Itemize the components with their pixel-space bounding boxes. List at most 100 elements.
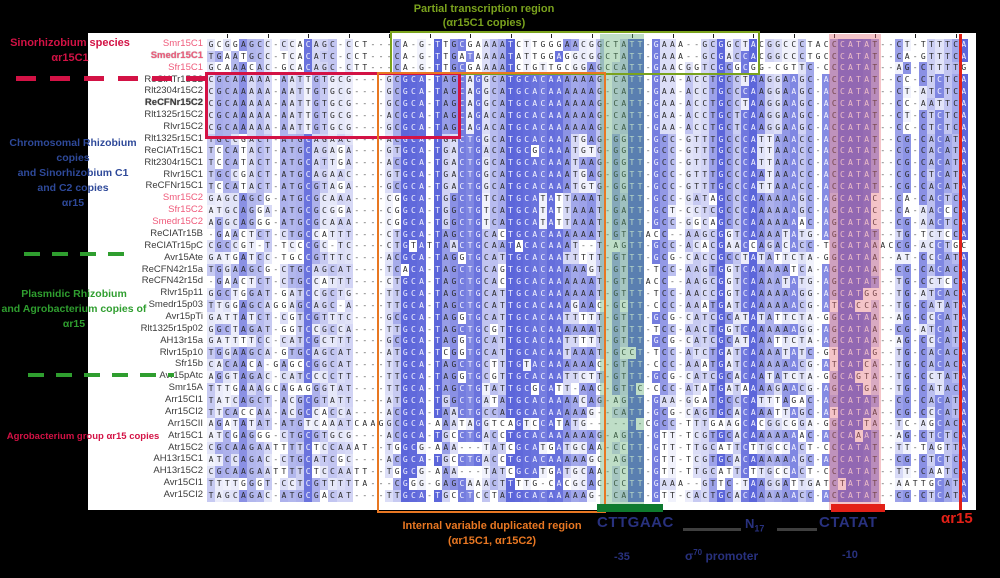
sequence-label: ReCFNr15C1: [145, 180, 203, 192]
green-dashed-line-bottom: [28, 373, 174, 377]
spacer-dash-right: [777, 528, 817, 531]
sequence-label: ReCIATr15pC: [144, 239, 203, 251]
sequence-label: Rlvr15C1: [163, 168, 203, 180]
ruler-tick: [672, 33, 674, 38]
note-line: αr15: [61, 197, 85, 209]
sequence-label: Smr15C2: [162, 192, 203, 204]
sigma70-promoter-label: σ70 promoter: [685, 548, 759, 563]
note-line: Partial transcription region: [413, 3, 555, 15]
ruler-tick: [834, 33, 836, 38]
red-dashed-line: [16, 76, 206, 81]
sequence-label: Sfr15b: [175, 358, 203, 370]
note-agrobacterium-copies: Agrobacterium group αr15 copies: [2, 430, 164, 443]
note-duplicated-region: Internal variable duplicated region (αr15…: [386, 519, 598, 549]
ruler-tick: [753, 33, 755, 38]
spacer-dash-left: [683, 528, 741, 531]
ruler-tick: [308, 33, 310, 38]
note-line: Sinorhizobium species: [10, 37, 130, 49]
ruler-tick: [510, 33, 512, 38]
green-dashed-line-top: [24, 252, 132, 256]
sequence-label: Avr15CI2: [163, 489, 203, 501]
sequence-label: ReCFNr15C2: [144, 97, 203, 109]
sequence-label: AH13r15a: [160, 334, 203, 346]
sequence-label: Rlt2304r15C2: [144, 85, 203, 97]
ruler-tick: [632, 33, 634, 38]
transcription-start-line: [959, 34, 962, 510]
note-line: (αr15C1 copies): [442, 17, 526, 29]
sequence-label: Avr15pAtc: [159, 370, 203, 382]
sequence-label: Arr15CI2: [164, 405, 203, 417]
ar15-start-label: αr15: [941, 510, 973, 527]
ruler-tick: [874, 33, 876, 38]
note-sinorhizobium-group: Sinorhizobium species αr15C1: [4, 36, 136, 66]
sequence-label: Atr15C1: [168, 429, 203, 441]
ruler-tick: [712, 33, 714, 38]
sequence-label: Arr15CII: [167, 417, 203, 429]
ruler-tick: [915, 33, 917, 38]
sequence-label: ReCFN42r15d: [141, 275, 203, 287]
minus35-label: -35: [614, 551, 630, 563]
sequence-label: Avr15Ate: [164, 251, 203, 263]
sequence-label: Rlt1325r15C2: [144, 109, 203, 121]
sequence-label: AH13r15C1: [153, 453, 203, 465]
note-line: (αr15C1, αr15C2): [447, 535, 537, 547]
note-line: Agrobacterium group αr15 copies: [6, 431, 160, 442]
spacer-n17: N17: [745, 516, 765, 534]
ruler-tick: [793, 33, 795, 38]
sequence-label: Smr15C1: [162, 38, 203, 49]
minus35-underline-bar: [597, 504, 663, 512]
note-line: αr15C1: [51, 52, 89, 64]
sequence-label: Smedr15C2: [152, 216, 203, 228]
ruler-tick: [389, 33, 391, 38]
ruler-tick: [348, 33, 350, 38]
sequence-label: Arr15CI1: [164, 394, 203, 406]
note-line: αr15: [62, 318, 86, 330]
sequence-label: ReCIATr15C1: [144, 144, 203, 156]
sequence-label: Smr15A: [168, 382, 203, 394]
note-chromosomal-copies: Chromosomal Rhizobium copies and Sinorhiz…: [0, 136, 146, 211]
sequence-label: Avr15CI1: [163, 477, 203, 489]
sequence-label: Rlt1325r15C1: [144, 132, 203, 144]
sequence-label: Smedr15p03: [148, 299, 203, 311]
minus10-consensus: CTATAT: [819, 514, 878, 531]
ruler-tick: [227, 33, 229, 38]
ruler-tick: [267, 33, 269, 38]
sequence-label: ReCIATr15B: [150, 227, 203, 239]
note-plasmidic-copies: Plasmidic Rhizobium and Agrobacterium cop…: [0, 287, 148, 332]
sequence-label: ReCFN42r15a: [141, 263, 203, 275]
note-line: Plasmidic Rhizobium: [21, 288, 127, 300]
ruler-tick: [551, 33, 553, 38]
sequence-label: Avr15pTi: [165, 311, 204, 322]
sequence-label: Sfr15C2: [168, 204, 203, 216]
minus35-consensus: CTTGAAC: [597, 514, 674, 531]
